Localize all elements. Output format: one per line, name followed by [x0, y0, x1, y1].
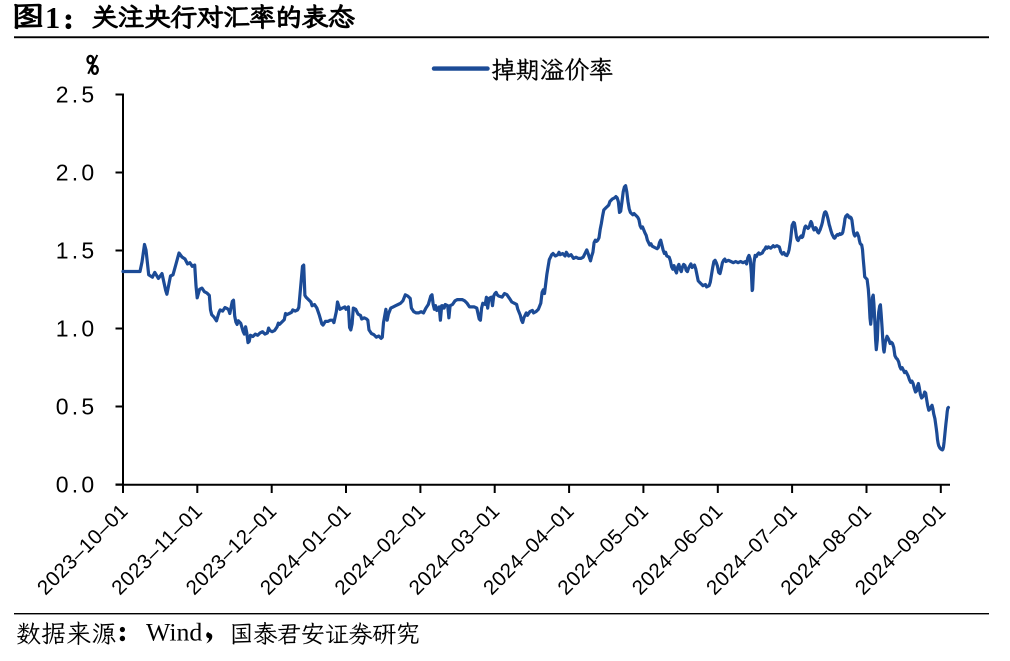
- svg-text:0.5: 0.5: [56, 393, 98, 419]
- svg-text:2.0: 2.0: [56, 159, 98, 185]
- svg-text:1.0: 1.0: [56, 315, 98, 341]
- svg-text:0.0: 0.0: [56, 471, 98, 497]
- svg-text:1.5: 1.5: [56, 237, 98, 263]
- svg-text:Wind: Wind: [146, 618, 202, 647]
- svg-text:2.5: 2.5: [56, 81, 98, 107]
- svg-text:1: 1: [45, 1, 60, 35]
